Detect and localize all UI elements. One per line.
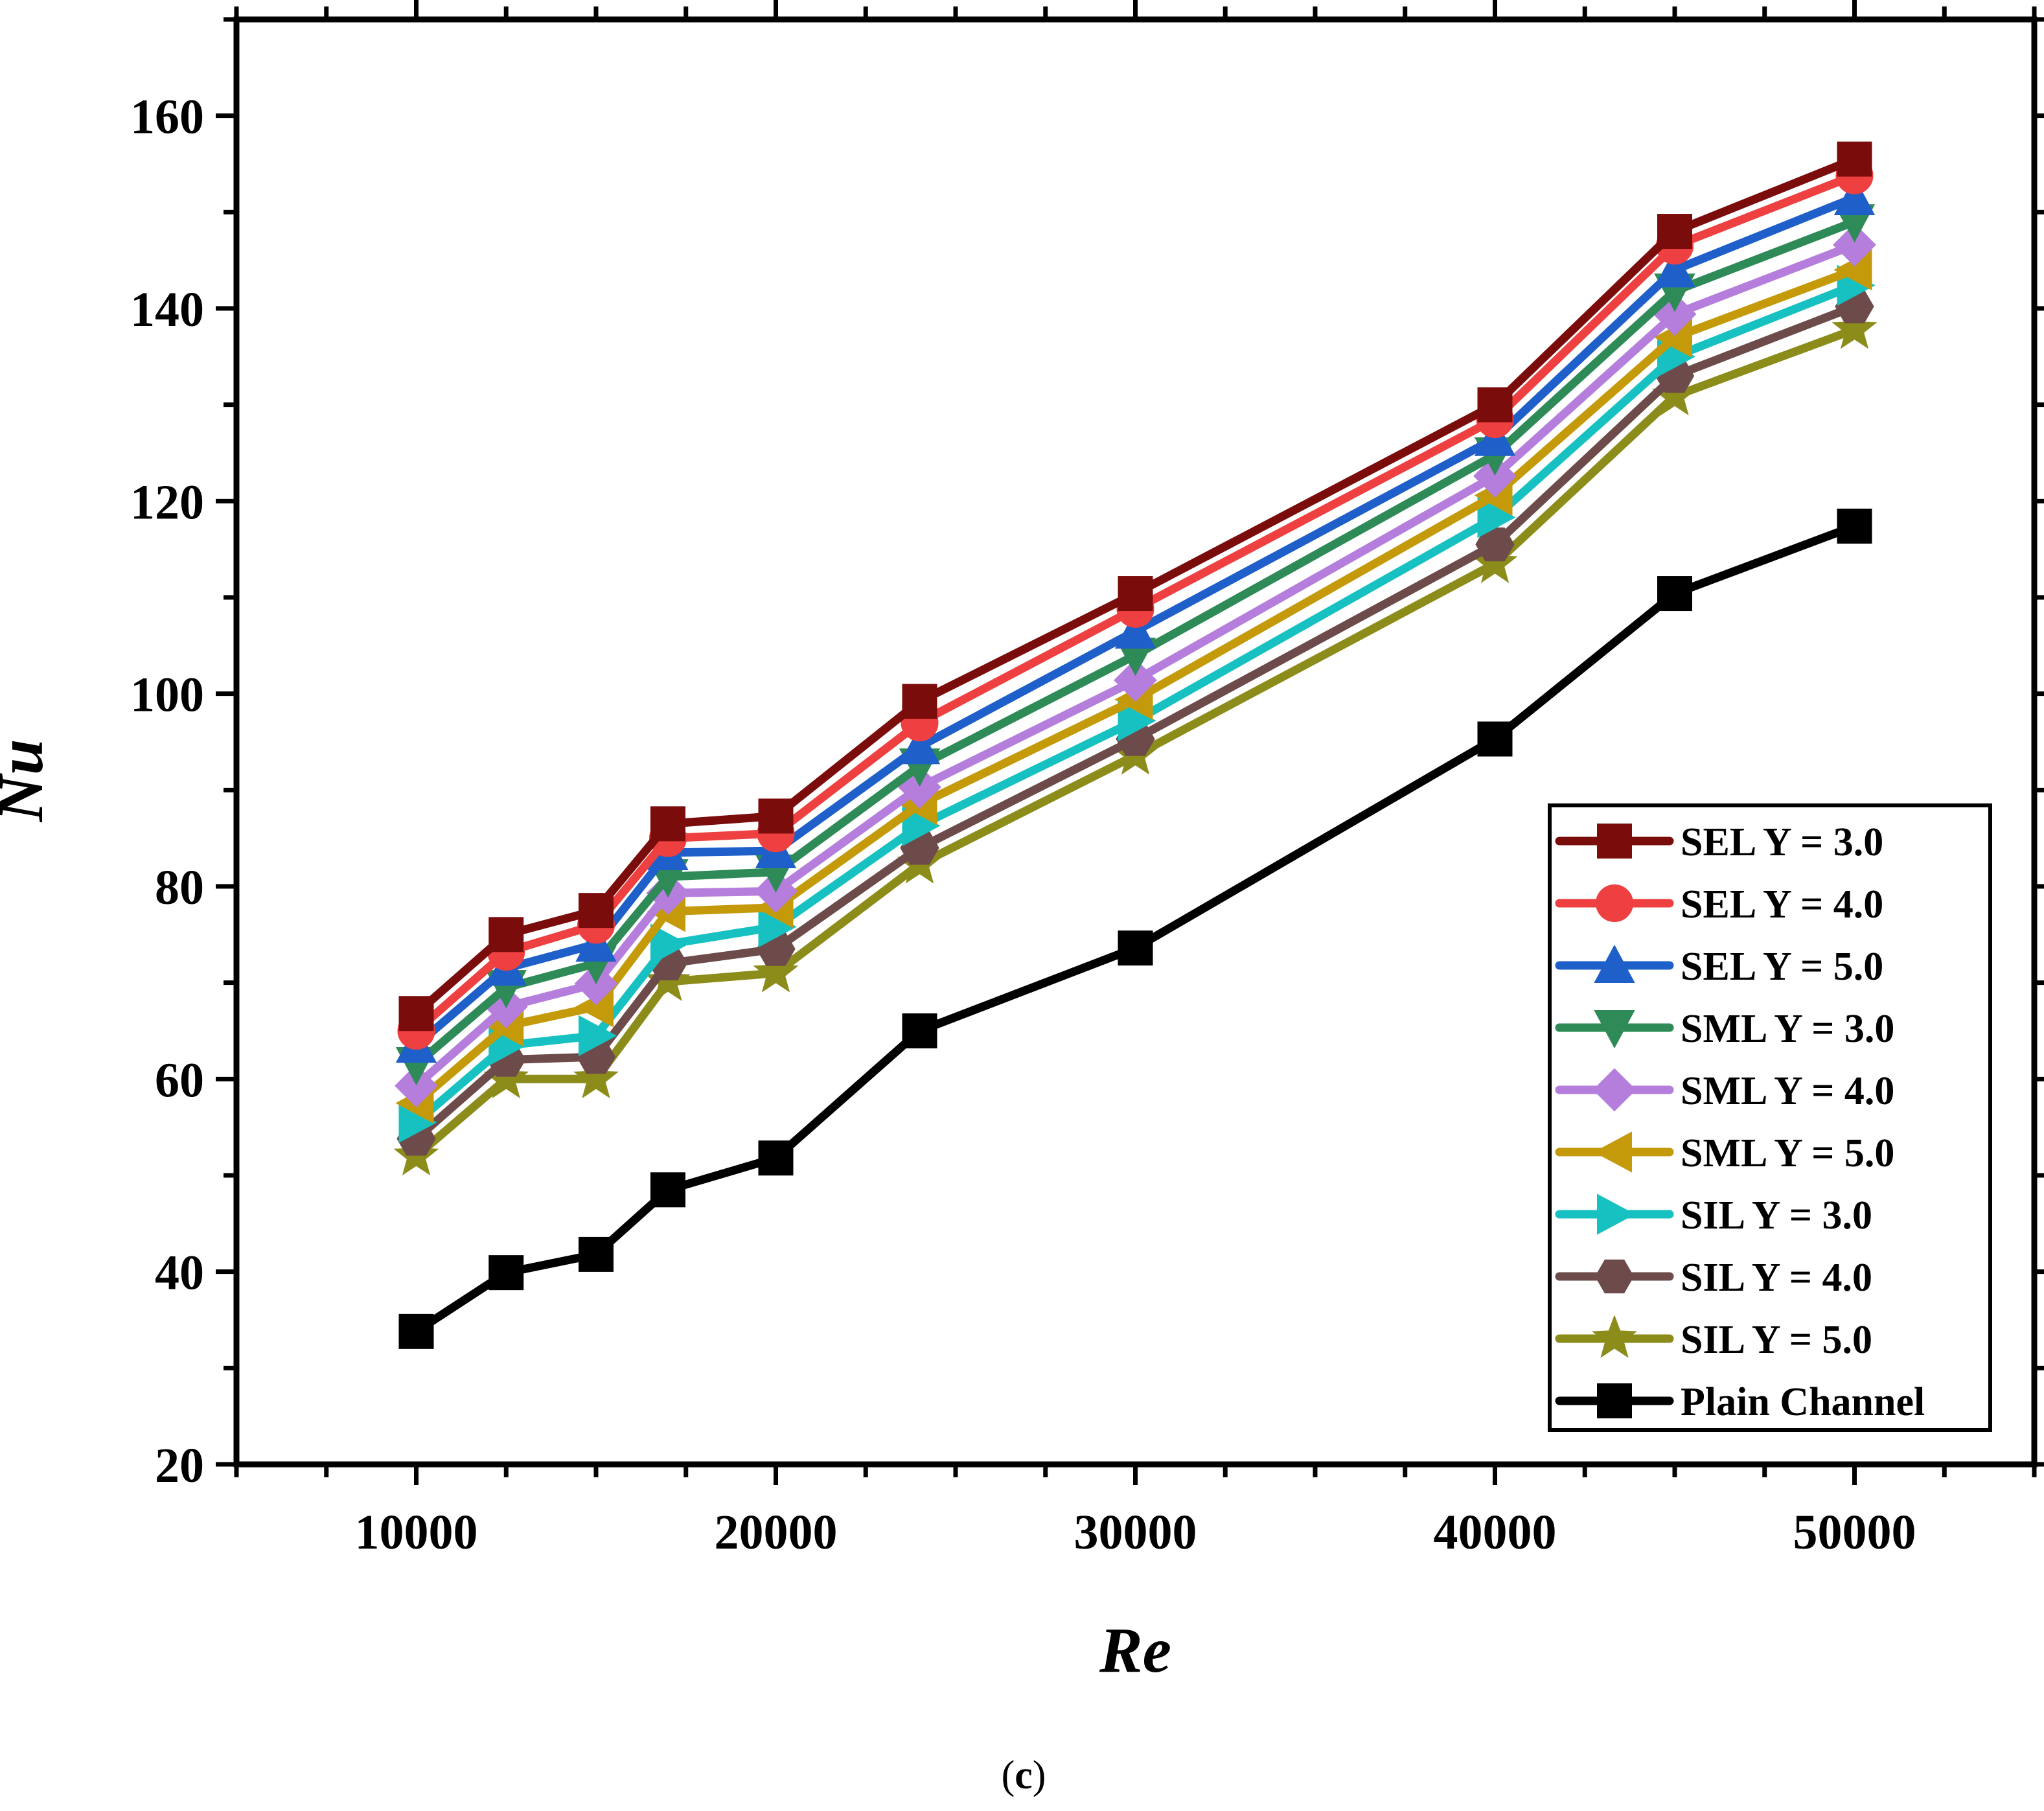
data-point [1832, 305, 1877, 349]
data-point [1654, 249, 1695, 288]
series-sml-y-4-0 [395, 223, 1876, 1108]
data-point [650, 1172, 685, 1208]
y-tick-label: 20 [155, 1438, 204, 1493]
data-point [573, 1055, 619, 1099]
legend-marker [1597, 824, 1632, 859]
legend-item: Plain Channel [1555, 1380, 1925, 1424]
series-line [412, 193, 1859, 1050]
legend-marker [1594, 944, 1635, 983]
series-line [412, 325, 1859, 1160]
data-point [1833, 223, 1876, 267]
legend-marker [1596, 884, 1633, 922]
legend-marker [1597, 1383, 1632, 1418]
data-point [1833, 176, 1876, 216]
series-line [412, 171, 1859, 1035]
x-tick-label: 50000 [1793, 1505, 1916, 1560]
legend-label: SEL Y = 5.0 [1681, 945, 1883, 989]
legend-marker [1592, 1068, 1636, 1112]
y-tick-label: 120 [130, 475, 204, 529]
axes-layer: 10000 20000 30000 40000 50000 20 40 60 80 100 120 1… [0, 0, 2044, 1686]
y-tick-label: 60 [155, 1053, 204, 1107]
data-point [758, 798, 794, 834]
series-line [412, 302, 1859, 1143]
legend-marker [1594, 1010, 1635, 1049]
legend-label: SEL Y = 4.0 [1681, 882, 1883, 927]
data-point [395, 1064, 438, 1108]
data-point [650, 923, 689, 965]
legend-marker [1597, 1194, 1636, 1235]
x-axis-title: Re [1099, 1614, 1171, 1686]
series-plain-channel [398, 508, 1872, 1349]
y-tick-label: 40 [155, 1246, 204, 1300]
legend-item: SEL Y = 4.0 [1555, 882, 1883, 927]
x-tick-label: 40000 [1434, 1505, 1557, 1560]
legend-label: SIL Y = 5.0 [1681, 1318, 1872, 1362]
data-point [1837, 508, 1872, 544]
data-point [579, 1236, 614, 1272]
series-sil-y-3-0 [398, 264, 1876, 1143]
legend-label: SIL Y = 4.0 [1681, 1256, 1872, 1300]
data-point [1118, 930, 1153, 966]
legend-label: Plain Channel [1681, 1380, 1925, 1424]
series-sel-y-3-0 [398, 141, 1872, 1032]
legend-item: SML Y = 3.0 [1555, 1007, 1894, 1051]
data-point [902, 1013, 937, 1048]
legend-item: SEL Y = 5.0 [1555, 944, 1883, 989]
data-point [1114, 658, 1157, 702]
legend-label: SIL Y = 3.0 [1681, 1194, 1872, 1238]
data-point [1657, 214, 1692, 249]
series-line [412, 240, 1859, 1090]
figure-caption: (c) [1002, 1753, 1046, 1797]
legend-label: SML Y = 4.0 [1681, 1069, 1894, 1113]
data-point [1657, 576, 1692, 612]
legend-item: SIL Y = 4.0 [1555, 1256, 1872, 1300]
data-point [579, 1015, 617, 1057]
data-point [758, 1140, 794, 1176]
x-tick-label: 10000 [355, 1505, 478, 1560]
legend-item: SEL Y = 3.0 [1555, 820, 1883, 864]
legend-label: SML Y = 5.0 [1681, 1131, 1894, 1175]
series-line [412, 266, 1859, 1107]
legend-marker [1593, 1131, 1632, 1173]
series-line [412, 217, 1859, 1069]
data-point [1837, 141, 1872, 177]
series-layer [393, 141, 1877, 1349]
data-point [488, 1255, 524, 1291]
x-tick-label: 30000 [1074, 1505, 1197, 1560]
series-line [412, 155, 1859, 1018]
y-axis-title: Nu [0, 739, 56, 823]
series-line [412, 522, 1859, 1336]
data-point [1114, 610, 1156, 649]
data-point [1475, 527, 1515, 562]
legend-item: SIL Y = 3.0 [1555, 1194, 1872, 1238]
legend-item: SML Y = 5.0 [1555, 1131, 1894, 1175]
data-point [899, 726, 941, 765]
data-point [579, 893, 614, 929]
y-tick-label: 140 [130, 283, 204, 337]
data-point [902, 684, 937, 719]
data-point [1477, 496, 1516, 538]
data-point [1473, 454, 1517, 498]
y-tick-label: 80 [155, 860, 204, 915]
legend-marker [1594, 1259, 1635, 1294]
data-point [398, 1313, 434, 1349]
data-point [398, 996, 434, 1032]
legend-item: SIL Y = 5.0 [1555, 1315, 1872, 1362]
data-point [1118, 576, 1153, 612]
data-point [1477, 387, 1513, 422]
data-point [650, 806, 685, 842]
legend: SEL Y = 3.0 SEL Y = 4.0 SEL Y = 5.0 SML Y =… [1548, 803, 1992, 1432]
legend-label: SEL Y = 3.0 [1681, 820, 1883, 864]
data-point [488, 917, 524, 952]
series-line [412, 281, 1859, 1127]
legend-marker [1591, 1315, 1638, 1358]
y-tick-label: 100 [130, 668, 204, 722]
y-tick-label: 160 [130, 90, 204, 144]
legend-label: SML Y = 3.0 [1681, 1007, 1894, 1051]
legend-item: SML Y = 4.0 [1555, 1068, 1894, 1113]
data-point [1477, 721, 1513, 757]
x-tick-label: 20000 [715, 1505, 838, 1560]
data-point [753, 949, 799, 993]
